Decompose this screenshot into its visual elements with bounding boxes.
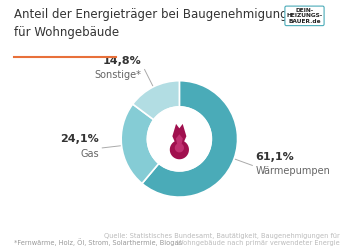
Wedge shape: [133, 81, 180, 120]
Text: Quelle: Statistisches Bundesamt, Bautätigkeit, Baugenehmigungen für
Wohngebäude : Quelle: Statistisches Bundesamt, Bautäti…: [104, 233, 340, 246]
Text: DEIN-
HEIZUNGS-
BAUER.de: DEIN- HEIZUNGS- BAUER.de: [286, 8, 323, 24]
Text: Gas: Gas: [81, 149, 99, 159]
Text: 14,8%: 14,8%: [103, 56, 142, 66]
Text: Anteil der Energieträger bei Baugenehmigungen
für Wohngebäude: Anteil der Energieträger bei Baugenehmig…: [14, 8, 302, 39]
Polygon shape: [170, 124, 189, 159]
Text: Wärmepumpen: Wärmepumpen: [255, 166, 330, 176]
Text: Sonstige*: Sonstige*: [95, 71, 142, 80]
Polygon shape: [175, 134, 184, 152]
Circle shape: [147, 107, 211, 171]
Text: *Fernwärme, Holz, Öl, Strom, Solarthermie, Biogas: *Fernwärme, Holz, Öl, Strom, Solarthermi…: [14, 238, 182, 246]
Wedge shape: [121, 104, 159, 183]
Text: 61,1%: 61,1%: [255, 152, 294, 162]
Wedge shape: [142, 81, 238, 197]
Text: 24,1%: 24,1%: [61, 134, 99, 144]
